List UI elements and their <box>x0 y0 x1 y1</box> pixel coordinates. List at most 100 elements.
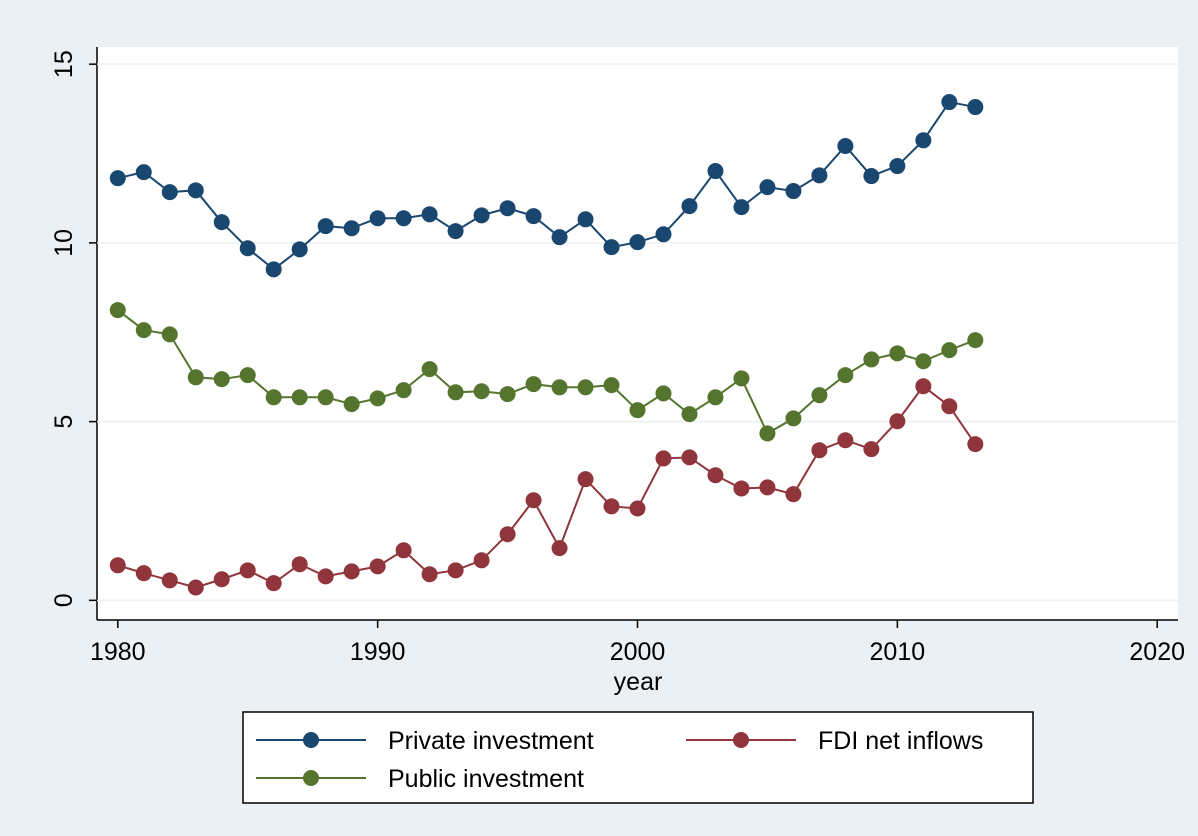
point <box>161 572 178 589</box>
point <box>213 571 230 588</box>
point <box>161 326 178 343</box>
point <box>447 384 464 401</box>
x-tick-label: 2020 <box>1129 638 1185 666</box>
point <box>525 492 542 509</box>
point <box>967 436 984 453</box>
x-axis-label: year <box>614 668 663 696</box>
point <box>707 163 724 180</box>
legend-label: Private investment <box>388 727 594 755</box>
point <box>629 234 646 251</box>
point <box>109 302 126 319</box>
point <box>707 389 724 406</box>
point <box>837 432 854 449</box>
legend-marker <box>733 732 749 748</box>
point <box>655 226 672 243</box>
legend-label: Public investment <box>388 765 584 793</box>
point <box>941 94 958 111</box>
point <box>525 208 542 225</box>
point <box>967 99 984 116</box>
point <box>291 389 308 406</box>
point <box>239 240 256 257</box>
point <box>343 220 360 237</box>
point <box>239 367 256 384</box>
point <box>499 526 516 543</box>
point <box>915 378 932 395</box>
point <box>421 361 438 378</box>
point <box>551 379 568 396</box>
y-tick-label: 10 <box>50 229 78 257</box>
point <box>629 402 646 419</box>
point <box>629 500 646 517</box>
series-line <box>117 100 976 271</box>
point <box>369 390 386 407</box>
point <box>811 167 828 184</box>
point <box>551 229 568 246</box>
point <box>473 207 490 224</box>
point <box>317 389 334 406</box>
point <box>447 223 464 240</box>
legend-box <box>242 711 1034 804</box>
point <box>733 480 750 497</box>
point <box>967 332 984 349</box>
point <box>265 389 282 406</box>
point <box>655 450 672 467</box>
point <box>681 198 698 215</box>
x-tick-label: 1990 <box>350 638 406 666</box>
point <box>109 170 126 187</box>
point <box>733 370 750 387</box>
point <box>317 568 334 585</box>
point <box>889 413 906 430</box>
point <box>395 382 412 399</box>
point <box>135 164 152 181</box>
y-tick-label: 5 <box>50 415 78 429</box>
x-tick-label: 2010 <box>870 638 926 666</box>
point <box>499 386 516 403</box>
point <box>889 158 906 175</box>
point <box>863 168 880 185</box>
point <box>759 479 776 496</box>
point <box>603 239 620 256</box>
point <box>577 471 594 488</box>
point <box>447 562 464 579</box>
point <box>915 132 932 149</box>
point <box>369 210 386 227</box>
point <box>863 351 880 368</box>
point <box>785 183 802 200</box>
point <box>603 498 620 515</box>
legend-marker <box>303 732 319 748</box>
point <box>421 566 438 583</box>
point <box>161 184 178 201</box>
point <box>473 383 490 400</box>
point <box>941 398 958 415</box>
point <box>837 138 854 155</box>
y-tick-label: 0 <box>50 593 78 607</box>
point <box>213 371 230 388</box>
point <box>265 575 282 592</box>
series-line <box>117 309 976 435</box>
point <box>317 218 334 235</box>
point <box>863 441 880 458</box>
point <box>551 540 568 557</box>
point <box>837 367 854 384</box>
point <box>889 345 906 362</box>
point <box>941 342 958 359</box>
point <box>681 449 698 466</box>
point <box>135 565 152 582</box>
point <box>187 579 204 596</box>
point <box>707 467 724 484</box>
point <box>395 210 412 227</box>
point <box>603 377 620 394</box>
point <box>135 322 152 339</box>
point <box>213 214 230 231</box>
point <box>395 542 412 559</box>
point <box>343 563 360 580</box>
point <box>733 199 750 216</box>
point <box>265 261 282 278</box>
point <box>655 385 672 402</box>
point <box>525 376 542 393</box>
point <box>187 369 204 386</box>
series-line <box>117 384 977 589</box>
x-tick-label: 1980 <box>90 638 146 666</box>
y-tick-label: 15 <box>50 50 78 78</box>
